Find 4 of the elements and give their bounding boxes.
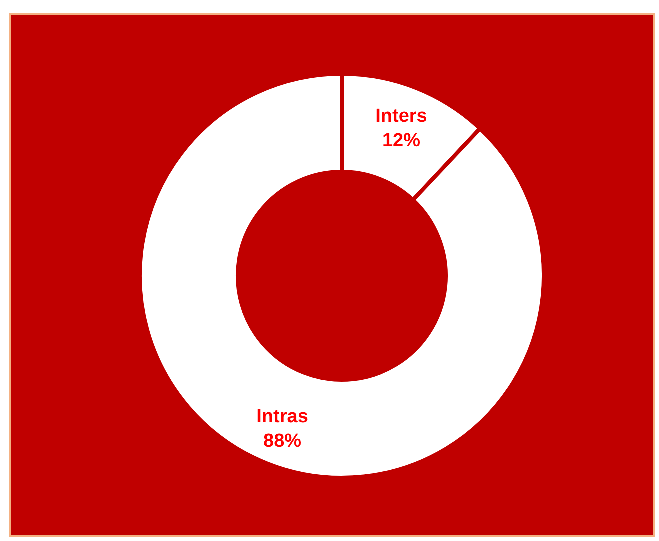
- slice-label: Inters: [376, 106, 428, 127]
- slice-label: Intras: [256, 406, 308, 428]
- data-label: 88%: [263, 431, 302, 452]
- data-label: 12%: [382, 130, 421, 152]
